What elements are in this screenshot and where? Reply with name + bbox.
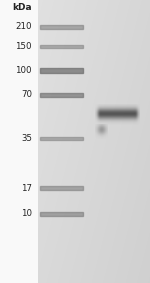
Bar [39, 25, 83, 29]
Bar [39, 93, 83, 97]
Text: 10: 10 [21, 209, 32, 218]
Text: 210: 210 [15, 22, 32, 31]
Bar [39, 45, 83, 48]
Text: 100: 100 [15, 66, 32, 75]
Bar [39, 68, 83, 73]
Text: kDa: kDa [12, 3, 32, 12]
Text: 150: 150 [15, 42, 32, 51]
Bar [39, 186, 83, 190]
Bar [39, 137, 83, 140]
Text: 35: 35 [21, 134, 32, 143]
Text: 70: 70 [21, 90, 32, 99]
Bar [39, 212, 83, 216]
Text: 17: 17 [21, 184, 32, 193]
